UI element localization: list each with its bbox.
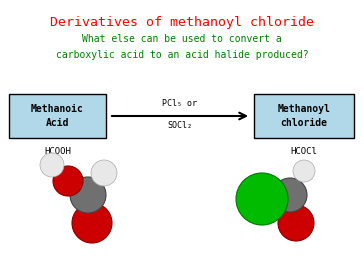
Circle shape — [70, 177, 106, 213]
Circle shape — [40, 153, 64, 177]
Circle shape — [91, 160, 117, 186]
Text: carboxylic acid to an acid halide produced?: carboxylic acid to an acid halide produc… — [56, 50, 308, 60]
Text: SOCl₂: SOCl₂ — [167, 121, 193, 130]
Text: Derivatives of methanoyl chloride: Derivatives of methanoyl chloride — [50, 16, 314, 29]
Text: HCOOH: HCOOH — [44, 147, 71, 156]
Text: Methanoic
Acid: Methanoic Acid — [31, 104, 84, 128]
Circle shape — [273, 178, 307, 212]
FancyBboxPatch shape — [9, 94, 106, 138]
Circle shape — [53, 166, 83, 196]
Text: HCOCl: HCOCl — [290, 147, 317, 156]
Text: PCl₅ or: PCl₅ or — [162, 99, 198, 109]
Text: Methanoyl
chloride: Methanoyl chloride — [278, 104, 331, 128]
Text: What else can be used to convert a: What else can be used to convert a — [82, 34, 282, 44]
Circle shape — [72, 203, 112, 243]
FancyBboxPatch shape — [254, 94, 354, 138]
Circle shape — [293, 160, 315, 182]
Circle shape — [236, 173, 288, 225]
Circle shape — [278, 205, 314, 241]
